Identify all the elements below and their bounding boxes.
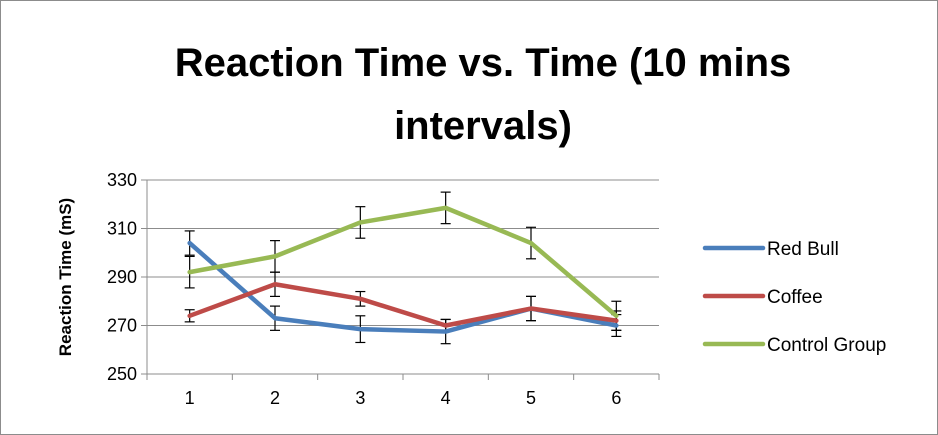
y-tick-label: 290 bbox=[107, 267, 137, 287]
legend-entry: Coffee bbox=[702, 287, 823, 308]
x-tick-label: 3 bbox=[355, 388, 365, 408]
legend-entry: Red Bull bbox=[702, 239, 839, 260]
y-tick-label: 310 bbox=[107, 219, 137, 239]
series-line-coffee bbox=[187, 282, 619, 328]
y-axis-label: Reaction Time (mS) bbox=[56, 198, 75, 356]
axes: 250 270 290 310 330 1 2 3 4 5 6 bbox=[107, 170, 660, 408]
x-tick-label: 4 bbox=[441, 388, 451, 408]
grid-lines bbox=[147, 179, 659, 375]
x-tick-label: 2 bbox=[270, 388, 280, 408]
series-lines bbox=[187, 205, 619, 334]
series-line-red-bull bbox=[187, 240, 619, 334]
legend: Red Bull Coffee Control Group bbox=[702, 239, 886, 356]
legend-entry: Control Group bbox=[702, 335, 886, 356]
chart-title-line-1: Reaction Time vs. Time (10 mins bbox=[175, 41, 792, 85]
y-tick-label: 330 bbox=[107, 170, 137, 190]
y-tick-label: 270 bbox=[107, 316, 137, 336]
chart-title-line-2: intervals) bbox=[394, 104, 572, 148]
legend-label: Red Bull bbox=[767, 239, 839, 260]
x-tick-label: 6 bbox=[611, 388, 621, 408]
x-tick-label: 1 bbox=[185, 388, 195, 408]
y-tick-label: 250 bbox=[107, 364, 137, 384]
series-line-control-group bbox=[187, 205, 619, 319]
legend-label: Control Group bbox=[767, 335, 886, 356]
legend-label: Coffee bbox=[767, 287, 823, 308]
x-tick-label: 5 bbox=[526, 388, 536, 408]
